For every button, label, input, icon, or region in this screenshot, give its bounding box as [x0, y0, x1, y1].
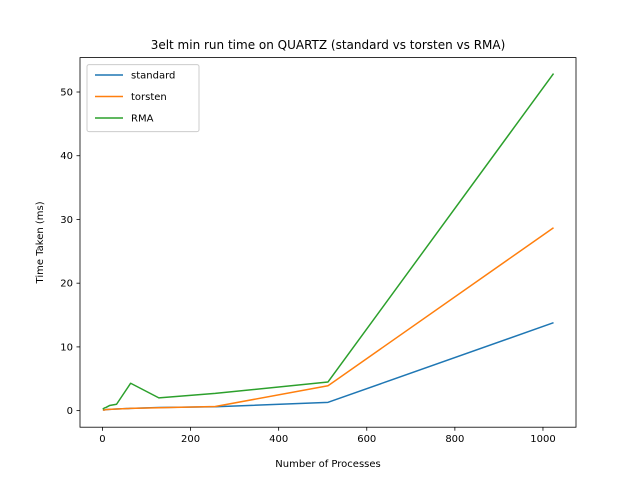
- x-tick-label: 600: [357, 434, 376, 445]
- x-tick-label: 200: [181, 434, 200, 445]
- plot-frame: [79, 57, 577, 428]
- x-axis-label: Number of Processes: [275, 459, 380, 470]
- chart-title: 3elt min run time on QUARTZ (standard vs…: [151, 38, 506, 52]
- y-tick-label: 10: [60, 342, 73, 353]
- y-tick-label: 0: [67, 406, 73, 417]
- y-tick-label: 40: [60, 151, 73, 162]
- y-tick-label: 50: [60, 88, 73, 99]
- y-tick-label: 30: [60, 215, 73, 226]
- legend-label-standard: standard: [131, 71, 175, 82]
- y-axis: 0 10 20 30 40 50: [60, 88, 80, 417]
- plot-lines: [102, 73, 555, 411]
- x-tick-label: 1000: [530, 434, 555, 445]
- x-axis: 0 200 400 600 800 1000: [99, 427, 556, 445]
- series-line-rma: [102, 73, 555, 410]
- x-tick-label: 800: [445, 434, 464, 445]
- x-tick-label: 400: [269, 434, 288, 445]
- y-axis-label: Time Taken (ms): [35, 201, 46, 284]
- y-tick-label: 20: [60, 279, 73, 290]
- legend-label-torsten: torsten: [131, 92, 167, 103]
- legend-label-rma: RMA: [131, 114, 154, 125]
- legend-box: [86, 64, 200, 133]
- legend: standard torsten RMA: [86, 64, 200, 133]
- series-line-torsten: [102, 227, 554, 411]
- x-tick-label: 0: [99, 434, 105, 445]
